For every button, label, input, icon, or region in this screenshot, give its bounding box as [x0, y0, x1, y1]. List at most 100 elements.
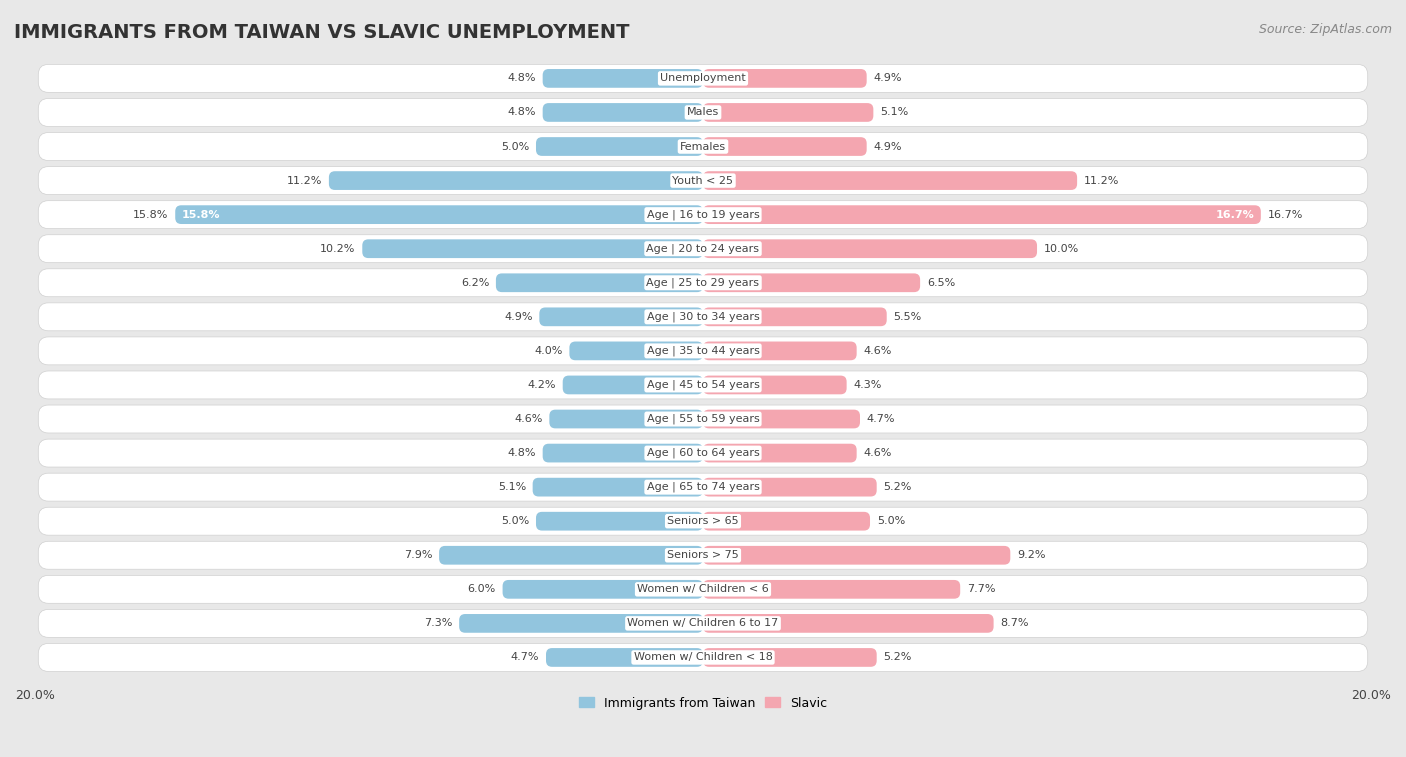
- Text: Women w/ Children < 18: Women w/ Children < 18: [634, 653, 772, 662]
- FancyBboxPatch shape: [38, 98, 1368, 126]
- Text: 4.6%: 4.6%: [515, 414, 543, 424]
- Text: 4.8%: 4.8%: [508, 107, 536, 117]
- FancyBboxPatch shape: [536, 137, 703, 156]
- FancyBboxPatch shape: [543, 444, 703, 463]
- Text: 7.9%: 7.9%: [404, 550, 433, 560]
- Text: Youth < 25: Youth < 25: [672, 176, 734, 185]
- Text: 4.3%: 4.3%: [853, 380, 882, 390]
- Text: 4.8%: 4.8%: [508, 73, 536, 83]
- Text: Women w/ Children < 6: Women w/ Children < 6: [637, 584, 769, 594]
- Text: 5.1%: 5.1%: [498, 482, 526, 492]
- Text: 5.2%: 5.2%: [883, 482, 911, 492]
- FancyBboxPatch shape: [38, 643, 1368, 671]
- FancyBboxPatch shape: [703, 171, 1077, 190]
- Text: Age | 55 to 59 years: Age | 55 to 59 years: [647, 414, 759, 424]
- FancyBboxPatch shape: [703, 444, 856, 463]
- FancyBboxPatch shape: [533, 478, 703, 497]
- FancyBboxPatch shape: [703, 69, 866, 88]
- FancyBboxPatch shape: [703, 103, 873, 122]
- Text: 10.2%: 10.2%: [321, 244, 356, 254]
- Text: Age | 45 to 54 years: Age | 45 to 54 years: [647, 380, 759, 390]
- FancyBboxPatch shape: [569, 341, 703, 360]
- Text: Age | 60 to 64 years: Age | 60 to 64 years: [647, 448, 759, 458]
- FancyBboxPatch shape: [543, 69, 703, 88]
- Text: Males: Males: [688, 107, 718, 117]
- FancyBboxPatch shape: [543, 103, 703, 122]
- Text: 5.0%: 5.0%: [877, 516, 905, 526]
- FancyBboxPatch shape: [703, 137, 866, 156]
- FancyBboxPatch shape: [38, 201, 1368, 229]
- Text: 6.5%: 6.5%: [927, 278, 955, 288]
- Text: 5.5%: 5.5%: [893, 312, 922, 322]
- Text: 11.2%: 11.2%: [287, 176, 322, 185]
- Text: Unemployment: Unemployment: [661, 73, 745, 83]
- FancyBboxPatch shape: [38, 269, 1368, 297]
- Text: 6.2%: 6.2%: [461, 278, 489, 288]
- FancyBboxPatch shape: [38, 235, 1368, 263]
- FancyBboxPatch shape: [460, 614, 703, 633]
- FancyBboxPatch shape: [703, 375, 846, 394]
- Text: 15.8%: 15.8%: [134, 210, 169, 220]
- FancyBboxPatch shape: [546, 648, 703, 667]
- Text: Age | 16 to 19 years: Age | 16 to 19 years: [647, 210, 759, 220]
- FancyBboxPatch shape: [38, 167, 1368, 195]
- Text: Women w/ Children 6 to 17: Women w/ Children 6 to 17: [627, 618, 779, 628]
- Text: 4.7%: 4.7%: [510, 653, 540, 662]
- Text: Age | 65 to 74 years: Age | 65 to 74 years: [647, 482, 759, 492]
- FancyBboxPatch shape: [38, 439, 1368, 467]
- FancyBboxPatch shape: [38, 575, 1368, 603]
- Text: 4.8%: 4.8%: [508, 448, 536, 458]
- Text: 4.2%: 4.2%: [527, 380, 555, 390]
- Text: Seniors > 65: Seniors > 65: [668, 516, 738, 526]
- Text: 4.9%: 4.9%: [505, 312, 533, 322]
- Text: 7.3%: 7.3%: [425, 618, 453, 628]
- Text: 5.2%: 5.2%: [883, 653, 911, 662]
- FancyBboxPatch shape: [38, 473, 1368, 501]
- Text: 9.2%: 9.2%: [1017, 550, 1046, 560]
- FancyBboxPatch shape: [703, 307, 887, 326]
- Text: 11.2%: 11.2%: [1084, 176, 1119, 185]
- Text: IMMIGRANTS FROM TAIWAN VS SLAVIC UNEMPLOYMENT: IMMIGRANTS FROM TAIWAN VS SLAVIC UNEMPLO…: [14, 23, 630, 42]
- FancyBboxPatch shape: [703, 512, 870, 531]
- Text: 4.9%: 4.9%: [873, 73, 901, 83]
- FancyBboxPatch shape: [363, 239, 703, 258]
- FancyBboxPatch shape: [38, 609, 1368, 637]
- FancyBboxPatch shape: [496, 273, 703, 292]
- Text: 4.7%: 4.7%: [866, 414, 896, 424]
- FancyBboxPatch shape: [536, 512, 703, 531]
- Text: 7.7%: 7.7%: [967, 584, 995, 594]
- FancyBboxPatch shape: [703, 205, 1261, 224]
- Text: 10.0%: 10.0%: [1043, 244, 1078, 254]
- FancyBboxPatch shape: [38, 507, 1368, 535]
- FancyBboxPatch shape: [562, 375, 703, 394]
- Text: Age | 30 to 34 years: Age | 30 to 34 years: [647, 312, 759, 322]
- Text: 4.6%: 4.6%: [863, 346, 891, 356]
- FancyBboxPatch shape: [38, 405, 1368, 433]
- Text: Source: ZipAtlas.com: Source: ZipAtlas.com: [1258, 23, 1392, 36]
- Text: 5.1%: 5.1%: [880, 107, 908, 117]
- Text: 6.0%: 6.0%: [468, 584, 496, 594]
- Text: Age | 20 to 24 years: Age | 20 to 24 years: [647, 244, 759, 254]
- Text: 8.7%: 8.7%: [1000, 618, 1029, 628]
- Text: 5.0%: 5.0%: [501, 516, 529, 526]
- Text: 16.7%: 16.7%: [1215, 210, 1254, 220]
- FancyBboxPatch shape: [38, 64, 1368, 92]
- FancyBboxPatch shape: [703, 614, 994, 633]
- Legend: Immigrants from Taiwan, Slavic: Immigrants from Taiwan, Slavic: [574, 692, 832, 715]
- Text: 16.7%: 16.7%: [1268, 210, 1303, 220]
- FancyBboxPatch shape: [176, 205, 703, 224]
- Text: Age | 25 to 29 years: Age | 25 to 29 years: [647, 278, 759, 288]
- FancyBboxPatch shape: [38, 303, 1368, 331]
- FancyBboxPatch shape: [703, 478, 877, 497]
- FancyBboxPatch shape: [38, 132, 1368, 160]
- FancyBboxPatch shape: [540, 307, 703, 326]
- FancyBboxPatch shape: [38, 371, 1368, 399]
- FancyBboxPatch shape: [703, 648, 877, 667]
- Text: 4.6%: 4.6%: [863, 448, 891, 458]
- FancyBboxPatch shape: [703, 273, 920, 292]
- Text: 5.0%: 5.0%: [501, 142, 529, 151]
- Text: Age | 35 to 44 years: Age | 35 to 44 years: [647, 346, 759, 356]
- FancyBboxPatch shape: [550, 410, 703, 428]
- FancyBboxPatch shape: [38, 541, 1368, 569]
- FancyBboxPatch shape: [703, 410, 860, 428]
